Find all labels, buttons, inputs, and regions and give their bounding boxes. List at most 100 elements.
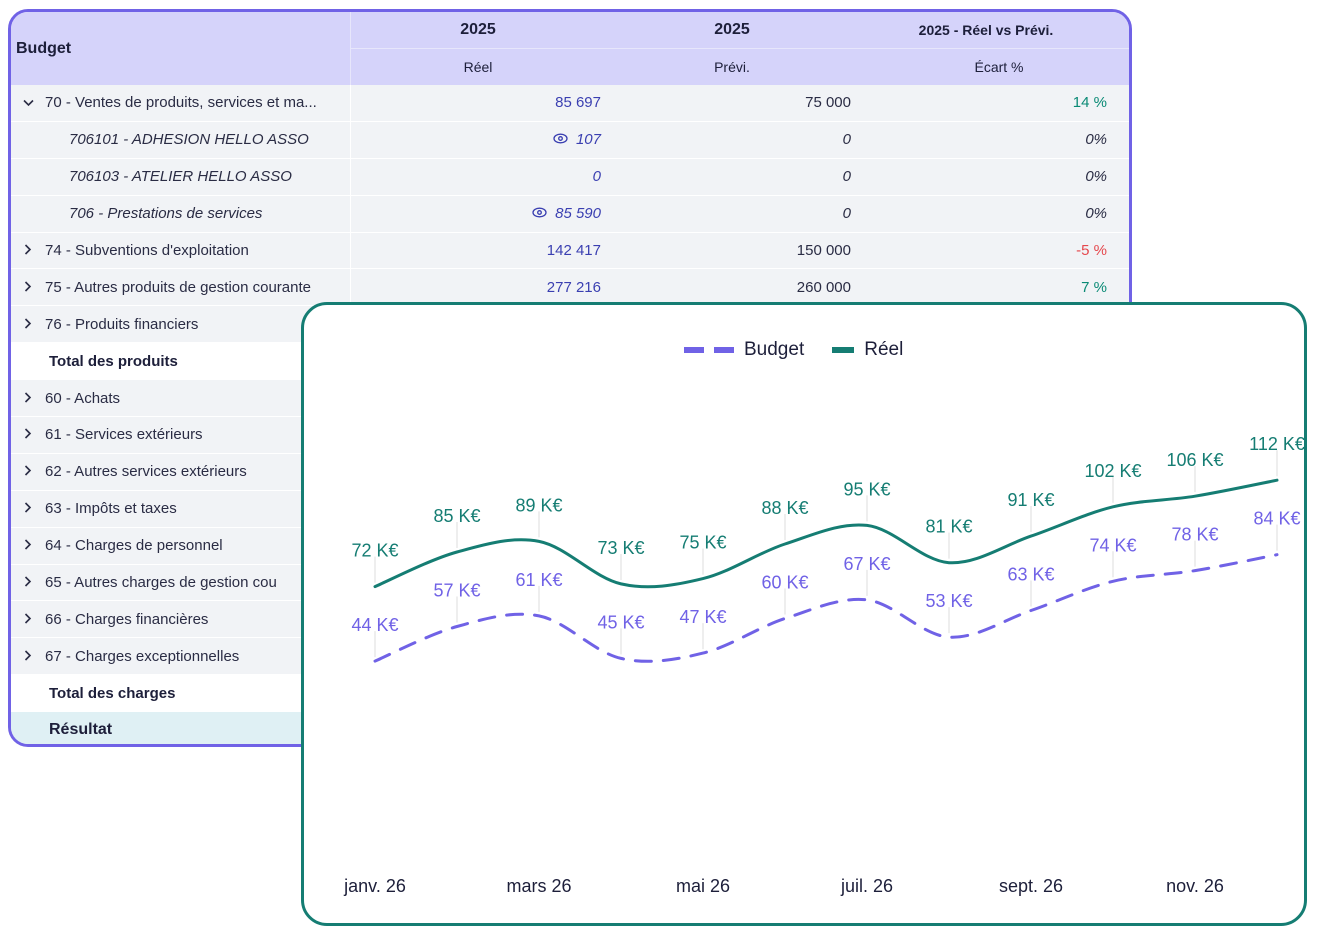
cell-reel: 0	[361, 159, 601, 195]
col-ecart-year[interactable]: 2025 - Réel vs Prévi.	[918, 22, 1054, 38]
row-label: Total des charges	[49, 684, 176, 702]
budget-data-label: 45 K€	[597, 612, 644, 632]
budget-series-line	[373, 553, 1279, 663]
row-label: 70 - Ventes de produits, services et ma.…	[45, 94, 317, 112]
table-row: 706 - Prestations de services 85 590 0 0%	[11, 195, 1129, 233]
row-label: 62 - Autres services extérieurs	[45, 463, 247, 481]
cell-reel: 142 417	[361, 233, 601, 269]
row-label: 63 - Impôts et taxes	[45, 500, 177, 518]
budget-data-label: 63 K€	[1007, 565, 1054, 585]
row-label: 67 - Charges exceptionnelles	[45, 647, 240, 665]
chevron-right-icon[interactable]	[21, 501, 35, 516]
cell-previ: 0	[842, 168, 851, 186]
row-label: 65 - Autres charges de gestion cou	[45, 574, 277, 592]
cell-ecart: 0%	[1085, 205, 1107, 223]
legend-reel-label: Réel	[864, 339, 904, 360]
reel-series-line	[373, 478, 1279, 589]
chevron-right-icon[interactable]	[21, 280, 35, 295]
cell-reel: 277 216	[361, 269, 601, 305]
cell-ecart: -5 %	[1076, 242, 1107, 259]
reel-data-label: 95 K€	[843, 479, 890, 499]
budget-data-label: 74 K€	[1089, 535, 1136, 555]
budget-data-label: 47 K€	[679, 607, 726, 627]
row-label: 64 - Charges de personnel	[45, 537, 223, 555]
col-ecart-header[interactable]: Écart %	[974, 59, 1024, 75]
legend-item-budget[interactable]: Budget	[684, 339, 804, 361]
reel-data-label: 81 K€	[925, 517, 972, 537]
reel-data-label: 75 K€	[679, 533, 726, 553]
budget-data-label: 60 K€	[761, 573, 808, 593]
reel-data-label: 112 K€	[1249, 434, 1304, 454]
legend-item-reel[interactable]: Réel	[832, 339, 903, 361]
reel-data-label: 91 K€	[1007, 490, 1054, 510]
chevron-right-icon[interactable]	[21, 649, 35, 664]
table-row: 706103 - ATELIER HELLO ASSO 0 0 0%	[11, 158, 1129, 196]
budget-data-label: 53 K€	[925, 591, 972, 611]
x-tick-label: janv. 26	[343, 876, 406, 896]
cell-previ: 0	[842, 205, 851, 223]
table-row[interactable]: 70 - Ventes de produits, services et ma.…	[11, 85, 1129, 122]
chart-card: Budget Réel 72 K€ 85 K€ 89 K€ 73 K€ 75 K€ 88 …	[301, 302, 1307, 926]
chevron-right-icon[interactable]	[21, 317, 35, 332]
chevron-right-icon[interactable]	[21, 538, 35, 553]
cell-reel-value: 107	[575, 131, 601, 149]
reel-data-label: 73 K€	[597, 538, 644, 558]
cell-reel: 85 697	[361, 85, 601, 121]
cell-reel-value: 0	[592, 168, 601, 186]
budget-data-label: 84 K€	[1253, 509, 1300, 529]
budget-data-label: 61 K€	[515, 570, 562, 590]
table-row[interactable]: 75 - Autres produits de gestion courante…	[11, 269, 1129, 307]
cell-reel-value: 85 697	[555, 94, 601, 112]
chevron-right-icon[interactable]	[21, 427, 35, 442]
cell-reel-value: 277 216	[546, 278, 601, 296]
cell-reel[interactable]: 107	[361, 122, 601, 158]
line-chart: 72 K€ 85 K€ 89 K€ 73 K€ 75 K€ 88 K€ 95 K€ 81 K€…	[343, 434, 1304, 896]
row-label: 76 - Produits financiers	[45, 315, 199, 333]
row-label: 706 - Prestations de services	[69, 205, 263, 223]
reel-data-label: 106 K€	[1166, 450, 1223, 470]
row-label: Total des produits	[49, 352, 178, 370]
budget-data-label: 67 K€	[843, 554, 890, 574]
reel-data-label: 88 K€	[761, 498, 808, 518]
row-label: 66 - Charges financières	[45, 610, 209, 628]
reel-data-label: 89 K€	[515, 495, 562, 515]
reel-data-label: 72 K€	[351, 541, 398, 561]
x-tick-label: mai 26	[676, 876, 730, 896]
col-reel-year[interactable]: 2025	[460, 21, 496, 38]
budget-data-label: 57 K€	[433, 581, 480, 601]
budget-data-label: 78 K€	[1171, 525, 1218, 545]
table-row[interactable]: 74 - Subventions d'exploitation 142 417 15…	[11, 232, 1129, 270]
x-tick-label: juil. 26	[840, 876, 893, 896]
table-row: 706101 - ADHESION HELLO ASSO 107 0 0%	[11, 121, 1129, 159]
eye-icon[interactable]	[553, 131, 568, 148]
budget-data-label: 44 K€	[351, 615, 398, 635]
x-tick-label: sept. 26	[999, 876, 1063, 896]
eye-icon[interactable]	[532, 205, 547, 222]
row-label: Résultat	[49, 721, 113, 739]
cell-reel[interactable]: 85 590	[361, 196, 601, 232]
reel-data-label: 85 K€	[433, 506, 480, 526]
cell-previ: 260 000	[796, 278, 851, 296]
row-label: 74 - Subventions d'exploitation	[45, 242, 249, 259]
col-previ-year[interactable]: 2025	[714, 21, 750, 38]
chevron-right-icon[interactable]	[21, 391, 35, 406]
chevron-right-icon[interactable]	[21, 464, 35, 479]
chart-legend: Budget Réel	[684, 335, 903, 365]
row-label: 706101 - ADHESION HELLO ASSO	[69, 131, 309, 149]
col-previ-header[interactable]: Prévi.	[714, 59, 750, 75]
legend-budget-swatch	[684, 347, 734, 353]
cell-previ: 75 000	[805, 94, 851, 112]
cell-ecart: 0%	[1085, 131, 1107, 149]
row-label: 61 - Services extérieurs	[45, 426, 203, 444]
row-label: 60 - Achats	[45, 389, 121, 407]
chevron-right-icon[interactable]	[21, 575, 35, 590]
cell-previ: 150 000	[796, 242, 851, 259]
row-label: 706103 - ATELIER HELLO ASSO	[69, 168, 292, 186]
chevron-right-icon[interactable]	[21, 243, 35, 258]
col-reel-header[interactable]: Réel	[463, 59, 493, 75]
legend-budget-label: Budget	[744, 339, 805, 360]
chevron-right-icon[interactable]	[21, 612, 35, 627]
row-label: 75 - Autres produits de gestion courante	[45, 278, 312, 296]
chevron-down-icon[interactable]	[21, 95, 35, 110]
x-tick-label: mars 26	[506, 876, 571, 896]
